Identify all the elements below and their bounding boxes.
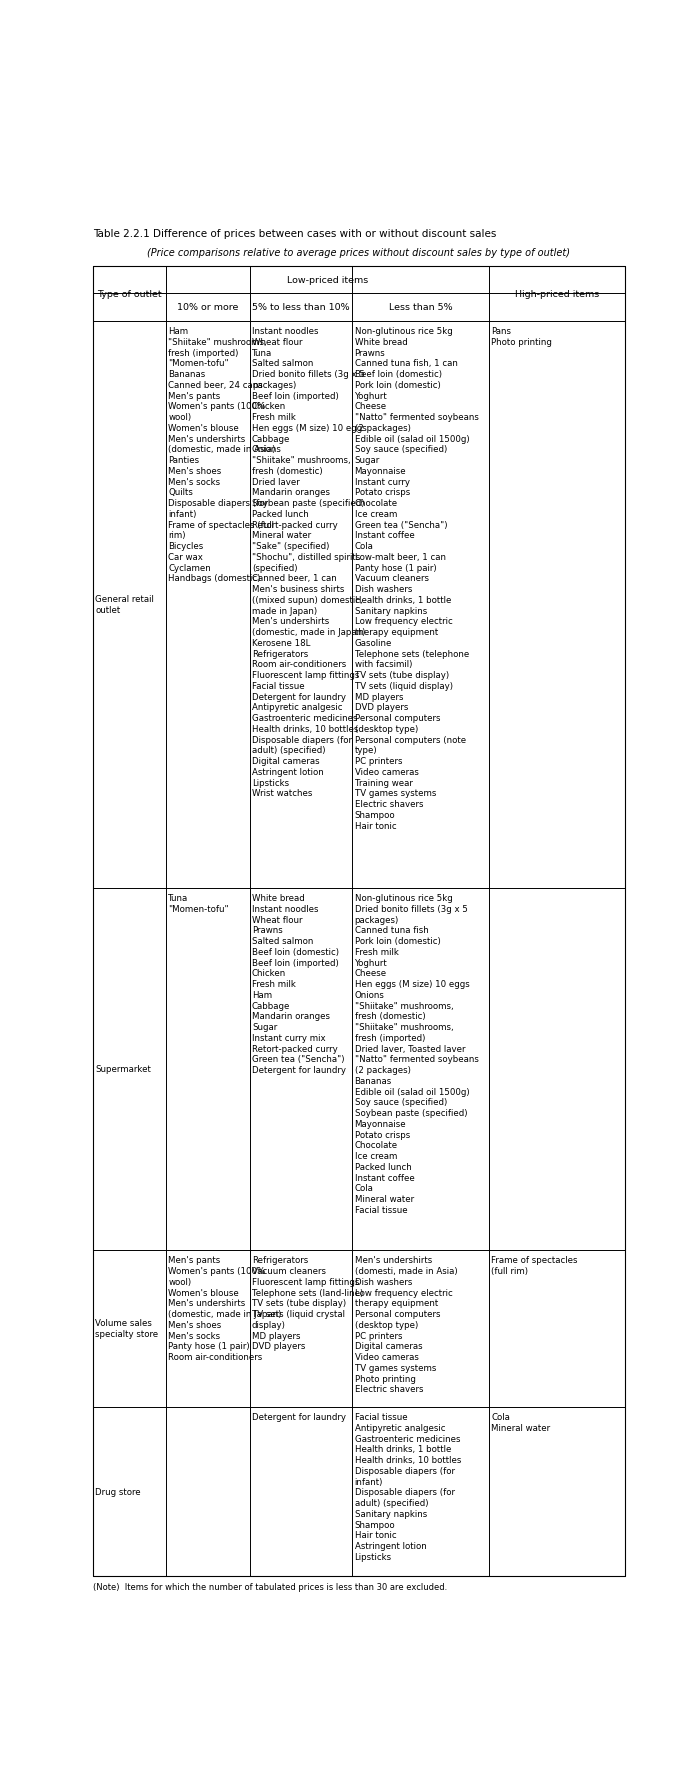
Text: Table 2.2.1 Difference of prices between cases with or without discount sales: Table 2.2.1 Difference of prices between… [93,229,496,238]
Text: Detergent for laundry: Detergent for laundry [252,1412,346,1420]
Text: White bread
Instant noodles
Wheat flour
Prawns
Salted salmon
Beef loin (domestic: White bread Instant noodles Wheat flour … [252,894,346,1075]
Text: Refrigerators
Vacuum cleaners
Fluorescent lamp fittings
Telephone sets (land-lin: Refrigerators Vacuum cleaners Fluorescen… [252,1256,363,1351]
Text: Tuna
"Momen-tofu": Tuna "Momen-tofu" [169,894,229,914]
Text: Volume sales
specialty store: Volume sales specialty store [95,1318,158,1338]
Text: Supermarket: Supermarket [95,1064,151,1073]
Text: (Note)  Items for which the number of tabulated prices is less than 30 are exclu: (Note) Items for which the number of tab… [93,1583,447,1592]
Text: Cola
Mineral water: Cola Mineral water [491,1412,550,1431]
Text: Ham
"Shiitake" mushrooms,
fresh (imported)
"Momen-tofu"
Bananas
Canned beer, 24 : Ham "Shiitake" mushrooms, fresh (importe… [169,327,276,583]
Text: General retail
outlet: General retail outlet [95,596,154,614]
Text: (Price comparisons relative to average prices without discount sales by type of : (Price comparisons relative to average p… [147,247,570,258]
Text: Low-priced items: Low-priced items [287,276,368,284]
Text: Men's pants
Women's pants (100%
wool)
Women's blouse
Men's undershirts
(domestic: Men's pants Women's pants (100% wool) Wo… [169,1256,282,1361]
Text: 5% to less than 10%: 5% to less than 10% [252,304,350,313]
Text: Drug store: Drug store [95,1487,141,1496]
Text: Less than 5%: Less than 5% [389,304,452,313]
Text: Non-glutinous rice 5kg
White bread
Prawns
Canned tuna fish, 1 can
Beef loin (dom: Non-glutinous rice 5kg White bread Prawn… [354,327,478,830]
Text: Men's undershirts
(domesti, made in Asia)
Dish washers
Low frequency electric
th: Men's undershirts (domesti, made in Asia… [354,1256,457,1394]
Text: Pans
Photo printing: Pans Photo printing [491,327,552,347]
Text: Frame of spectacles
(full rim): Frame of spectacles (full rim) [491,1256,578,1276]
Text: High-priced items: High-priced items [514,290,599,299]
Text: Type of outlet: Type of outlet [97,290,162,299]
Text: 10% or more: 10% or more [177,304,239,313]
Text: Non-glutinous rice 5kg
Dried bonito fillets (3g x 5
packages)
Canned tuna fish
P: Non-glutinous rice 5kg Dried bonito fill… [354,894,478,1215]
Text: Facial tissue
Antipyretic analgesic
Gastroenteric medicines
Health drinks, 1 bot: Facial tissue Antipyretic analgesic Gast… [354,1412,461,1562]
Text: Instant noodles
Wheat flour
Tuna
Salted salmon
Dried bonito fillets (3g x 5
pack: Instant noodles Wheat flour Tuna Salted … [252,327,367,798]
